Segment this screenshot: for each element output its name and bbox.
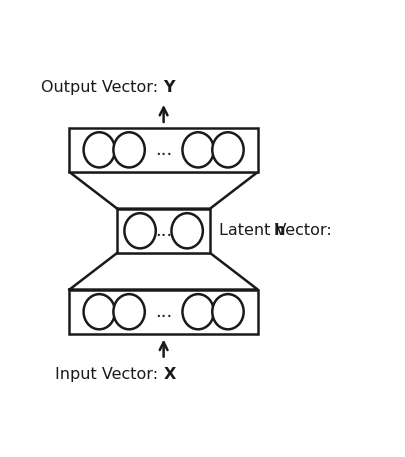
Circle shape — [124, 213, 156, 249]
Text: ...: ... — [155, 222, 172, 240]
Circle shape — [83, 132, 115, 167]
Text: ...: ... — [155, 141, 172, 159]
Text: X: X — [164, 367, 176, 382]
Circle shape — [182, 132, 214, 167]
Circle shape — [83, 294, 115, 329]
Polygon shape — [70, 253, 258, 290]
Circle shape — [182, 294, 214, 329]
Text: Y: Y — [164, 80, 175, 95]
Circle shape — [171, 213, 203, 249]
Bar — [70, 290, 258, 334]
Bar — [70, 128, 258, 172]
Circle shape — [212, 294, 244, 329]
Bar — [117, 208, 210, 253]
Text: ...: ... — [155, 303, 172, 321]
Text: Output Vector:: Output Vector: — [41, 80, 164, 95]
Text: Input Vector:: Input Vector: — [55, 367, 164, 382]
Circle shape — [113, 132, 145, 167]
Text: Latent Vector:: Latent Vector: — [220, 223, 337, 238]
Polygon shape — [70, 172, 258, 208]
Circle shape — [212, 132, 244, 167]
Text: h: h — [274, 223, 285, 238]
Circle shape — [113, 294, 145, 329]
